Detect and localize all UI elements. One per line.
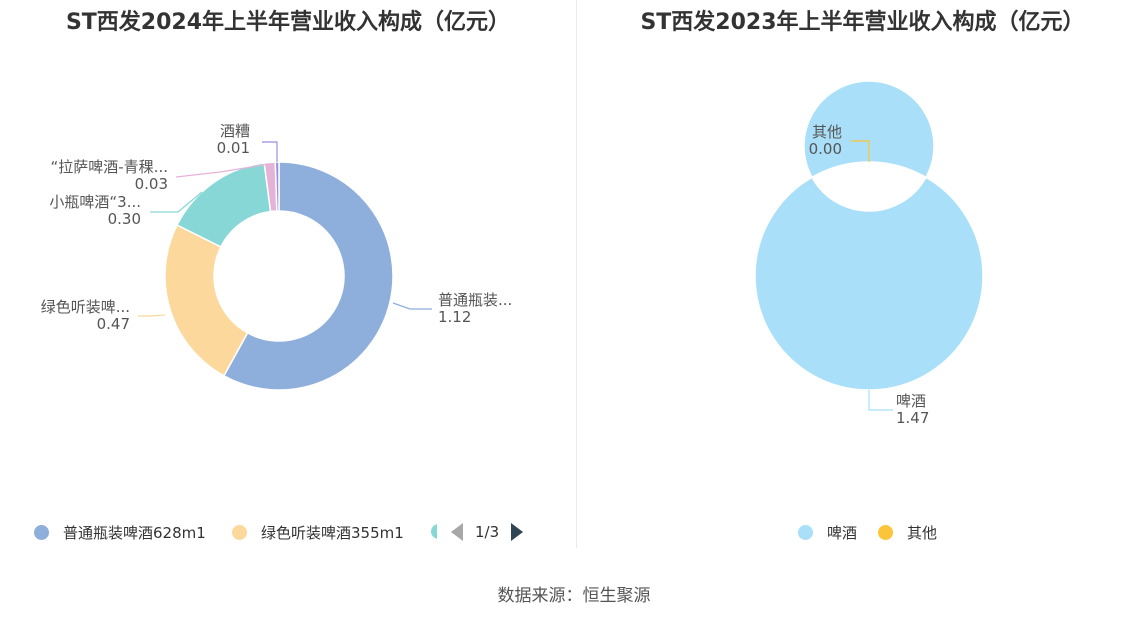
- legend-marker: [878, 524, 893, 540]
- donut-chart-2024: 普通瓶装...1.12 绿色听装啤...0.47 小瓶啤酒“3...0.30 “拉萨啤…: [41, 122, 512, 391]
- slice-value-label: 0.30: [108, 210, 141, 228]
- legend-prev-page-icon[interactable]: [451, 523, 463, 541]
- label-leader-line: [868, 390, 893, 411]
- pie-slice[interactable]: [222, 161, 394, 391]
- label-leader-line: [175, 163, 271, 178]
- legend-next-page-icon[interactable]: [511, 523, 524, 541]
- panel-divider: [576, 0, 577, 548]
- label-leader-line: [262, 141, 278, 162]
- label-leader-line: [851, 140, 870, 162]
- legend-marker-clipped: [431, 524, 437, 539]
- slice-label: 啤酒: [896, 392, 926, 410]
- slice-label: “拉萨啤酒-青稞...: [51, 158, 169, 176]
- legend-item[interactable]: 普通瓶装啤酒628m1: [34, 520, 206, 544]
- legend-item[interactable]: 啤酒: [798, 520, 857, 544]
- slice-label: 绿色听装啤...: [41, 298, 130, 316]
- pie-slice[interactable]: [754, 80, 984, 391]
- legend-label: 绿色听装啤酒355m1: [261, 523, 404, 542]
- slice-value-label: 0.47: [97, 315, 130, 333]
- legend-marker: [798, 524, 813, 540]
- legend-item[interactable]: 其他: [878, 520, 937, 544]
- chart-legend: 普通瓶装啤酒628m1 绿色听装啤酒355m1 1/3: [0, 520, 576, 544]
- legend-label: 啤酒: [827, 523, 858, 542]
- chart-title: ST西发2023年上半年营业收入构成（亿元）: [640, 10, 1085, 35]
- label-leader-line: [392, 302, 432, 310]
- chart-title: ST西发2024年上半年营业收入构成（亿元）: [65, 10, 511, 35]
- chart-panel-2023: ST西发2023年上半年营业收入构成（亿元） 啤酒 1.47 其他 0.00 啤酒 其…: [577, 0, 1148, 560]
- pie-slice[interactable]: [274, 161, 280, 212]
- slice-label: 酒糟: [220, 122, 250, 140]
- chart-legend: 啤酒 其他: [577, 520, 1148, 544]
- legend-label: 其他: [907, 523, 938, 542]
- legend-item[interactable]: 绿色听装啤酒355m1: [232, 520, 404, 544]
- legend-pager: 1/3: [451, 520, 524, 544]
- legend-marker: [232, 524, 247, 540]
- slice-label: 其他: [812, 123, 842, 141]
- slice-value-label: 0.03: [135, 175, 168, 193]
- slice-label: 普通瓶装...: [438, 291, 512, 309]
- label-leader-line: [150, 191, 203, 213]
- data-source-note: 数据来源：恒生聚源: [497, 586, 651, 606]
- pie-slice[interactable]: [164, 223, 249, 377]
- slice-value-label: 0.00: [809, 140, 842, 158]
- slice-value-label: 1.12: [438, 308, 471, 326]
- legend-label: 普通瓶装啤酒628m1: [63, 523, 206, 542]
- legend-page-indicator: 1/3: [475, 523, 500, 541]
- slice-label: 小瓶啤酒“3...: [49, 193, 141, 211]
- slice-value-label: 1.47: [896, 409, 929, 427]
- slice-value-label: 0.01: [217, 139, 250, 157]
- donut-chart-2023: 啤酒1.47 其他0.00: [754, 80, 984, 427]
- label-leader-line: [138, 314, 166, 317]
- legend-marker: [34, 524, 49, 540]
- chart-panel-2024: ST西发2024年上半年营业收入构成（亿元） 普通瓶装... 1.12 绿色听装啤.…: [0, 0, 576, 560]
